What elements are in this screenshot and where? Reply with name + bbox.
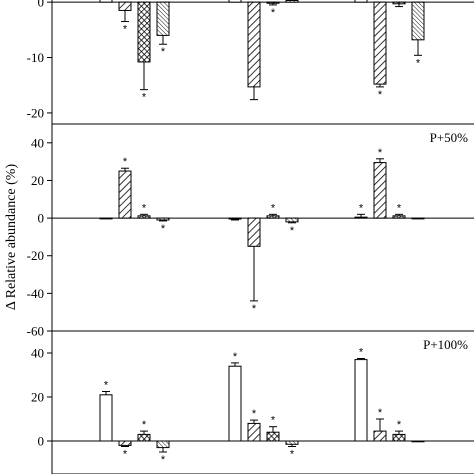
bar <box>373 430 387 442</box>
significance-star: * <box>142 92 147 104</box>
bar <box>411 440 425 443</box>
significance-star: * <box>123 449 128 461</box>
panel-3: 0 20 40 P+100% * * * * * * * * * * * <box>31 330 474 474</box>
bar <box>247 217 261 247</box>
y-tick-label: -10 <box>27 50 44 65</box>
bar <box>411 217 425 220</box>
significance-star: * <box>104 380 109 392</box>
y-tick-label: 0 <box>38 0 45 10</box>
bar <box>99 0 113 3</box>
panel-frame <box>51 0 474 125</box>
significance-star: * <box>397 202 402 214</box>
y-tick-label: -20 <box>27 248 44 263</box>
bar <box>228 217 242 220</box>
bar <box>285 440 299 445</box>
bar <box>373 1 387 85</box>
bar <box>137 215 151 219</box>
bar <box>266 1 280 4</box>
significance-star: * <box>233 351 238 363</box>
y-tick-label: 20 <box>31 173 44 188</box>
bar <box>285 217 299 223</box>
significance-star: * <box>290 449 295 461</box>
bar <box>118 440 132 446</box>
bar <box>99 217 113 220</box>
bar <box>392 215 406 219</box>
panel-label: P+50% <box>430 130 469 145</box>
bar <box>354 0 368 3</box>
y-tick-label: 20 <box>31 390 44 405</box>
significance-star: * <box>359 202 364 214</box>
significance-star: * <box>142 202 147 214</box>
bar <box>285 0 299 3</box>
bar <box>354 359 368 442</box>
significance-star: * <box>161 223 166 235</box>
y-axis-label: Δ Relative abundance (%) <box>4 164 19 311</box>
significance-star: * <box>359 347 364 359</box>
significance-star: * <box>378 89 383 101</box>
significance-star: * <box>271 202 276 214</box>
bar <box>137 433 151 442</box>
panel-label: P+100% <box>423 337 468 352</box>
significance-star: * <box>142 419 147 431</box>
significance-star: * <box>123 156 128 168</box>
bar <box>137 1 151 63</box>
bar <box>228 0 242 3</box>
bar <box>118 1 132 11</box>
significance-star: * <box>123 24 128 36</box>
bar <box>156 217 170 221</box>
significance-star: * <box>161 46 166 58</box>
panel-frame <box>51 330 474 474</box>
significance-star: * <box>397 419 402 431</box>
panels: -20 -10 0 * * * * * * -60 -40 -20 0 20 40 P+50% * * * * * * * *… <box>27 0 474 474</box>
bar <box>156 1 170 36</box>
significance-star: * <box>271 415 276 427</box>
bar <box>247 422 261 442</box>
significance-star: * <box>378 407 383 419</box>
bar <box>392 433 406 442</box>
significance-star: * <box>378 147 383 159</box>
bar <box>392 1 406 5</box>
bar <box>156 440 170 449</box>
y-tick-label: -20 <box>27 105 44 120</box>
y-tick-label: -60 <box>27 324 44 339</box>
bar <box>247 1 261 88</box>
bar <box>99 394 113 442</box>
bar <box>373 162 387 219</box>
panel-2: -60 -40 -20 0 20 40 P+50% * * * * * * * * * <box>27 123 474 339</box>
significance-star: * <box>416 57 421 69</box>
bar <box>266 215 280 219</box>
significance-star: * <box>161 454 166 466</box>
significance-star: * <box>290 225 295 237</box>
significance-star: * <box>252 303 257 315</box>
y-tick-label: 40 <box>31 346 44 361</box>
panel-frame <box>51 123 474 332</box>
y-tick-label: -40 <box>27 286 44 301</box>
y-tick-label: 0 <box>38 211 45 226</box>
bar <box>118 170 132 219</box>
significance-star: * <box>271 7 276 19</box>
bar <box>228 365 242 442</box>
panel-1: -20 -10 0 * * * * * * <box>27 0 474 125</box>
significance-star: * <box>252 408 257 420</box>
y-tick-label: 0 <box>38 434 45 449</box>
bar <box>354 216 368 219</box>
bar <box>411 1 425 41</box>
y-tick-label: 40 <box>31 135 44 150</box>
bar <box>266 431 280 442</box>
